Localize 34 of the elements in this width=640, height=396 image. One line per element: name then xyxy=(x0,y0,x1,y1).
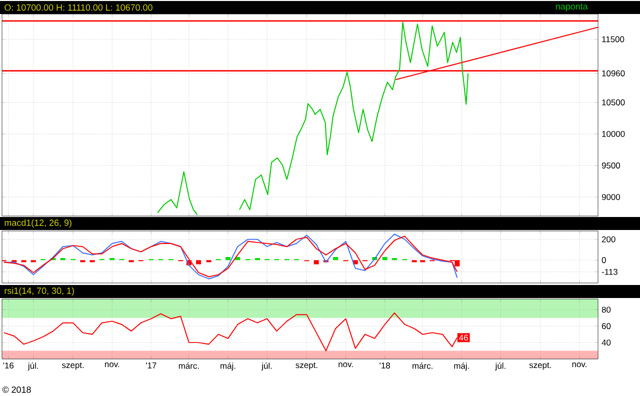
y-tick-label: 40 xyxy=(602,340,611,346)
y-tick-label: 9000 xyxy=(602,194,620,200)
x-tick-label: márc. xyxy=(412,362,432,369)
x-tick-label: szept. xyxy=(296,362,318,370)
x-tick-label: júl. xyxy=(261,362,272,371)
annotation: 46 xyxy=(459,334,468,341)
y-tick-label: 80 xyxy=(602,306,611,313)
y-tick-label: 11500 xyxy=(602,36,624,42)
chart-title: rsi1(14, 70, 30, 1) xyxy=(4,287,74,296)
chart-subtitle: naponta xyxy=(556,4,588,12)
x-tick-label: máj. xyxy=(454,362,469,371)
x-tick-label: nov. xyxy=(104,362,120,368)
x-tick-label: szept. xyxy=(529,362,551,370)
y-tick-label: 10960 xyxy=(602,70,625,76)
y-tick-label: 10500 xyxy=(602,99,625,106)
x-tick-label: júl. xyxy=(28,362,38,371)
y-tick-label: 200 xyxy=(602,236,616,242)
text: © 2018 xyxy=(2,386,31,393)
y-tick-label: 0 xyxy=(602,257,606,264)
y-tick-label: 10000 xyxy=(602,130,625,137)
x-tick-label: '17 xyxy=(146,362,156,368)
y-tick-label: 9500 xyxy=(602,162,620,168)
x-tick-label: márc. xyxy=(178,362,199,369)
y-tick-label: -113 xyxy=(602,268,618,275)
x-tick-label: júl. xyxy=(495,362,506,371)
x-tick-label: '18 xyxy=(380,362,390,369)
x-tick-label: '16 xyxy=(3,362,14,369)
x-tick-label: máj. xyxy=(220,362,236,371)
y-tick-label: 60 xyxy=(602,323,611,330)
x-tick-label: nov. xyxy=(572,362,586,368)
chart-title: O: 10700.00 H: 11110.00 L: 10670.00 xyxy=(4,4,152,11)
chart-title: macd1(12, 26, 9) xyxy=(4,219,72,228)
x-tick-label: szept. xyxy=(62,362,84,370)
x-tick-label: nov. xyxy=(338,362,353,368)
